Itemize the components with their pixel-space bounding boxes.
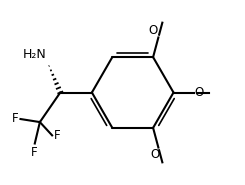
Text: F: F xyxy=(30,146,37,159)
Text: F: F xyxy=(54,129,60,142)
Text: O: O xyxy=(150,148,159,161)
Text: O: O xyxy=(148,24,157,37)
Text: F: F xyxy=(12,112,19,125)
Text: O: O xyxy=(194,86,203,99)
Text: H₂N: H₂N xyxy=(23,48,47,61)
